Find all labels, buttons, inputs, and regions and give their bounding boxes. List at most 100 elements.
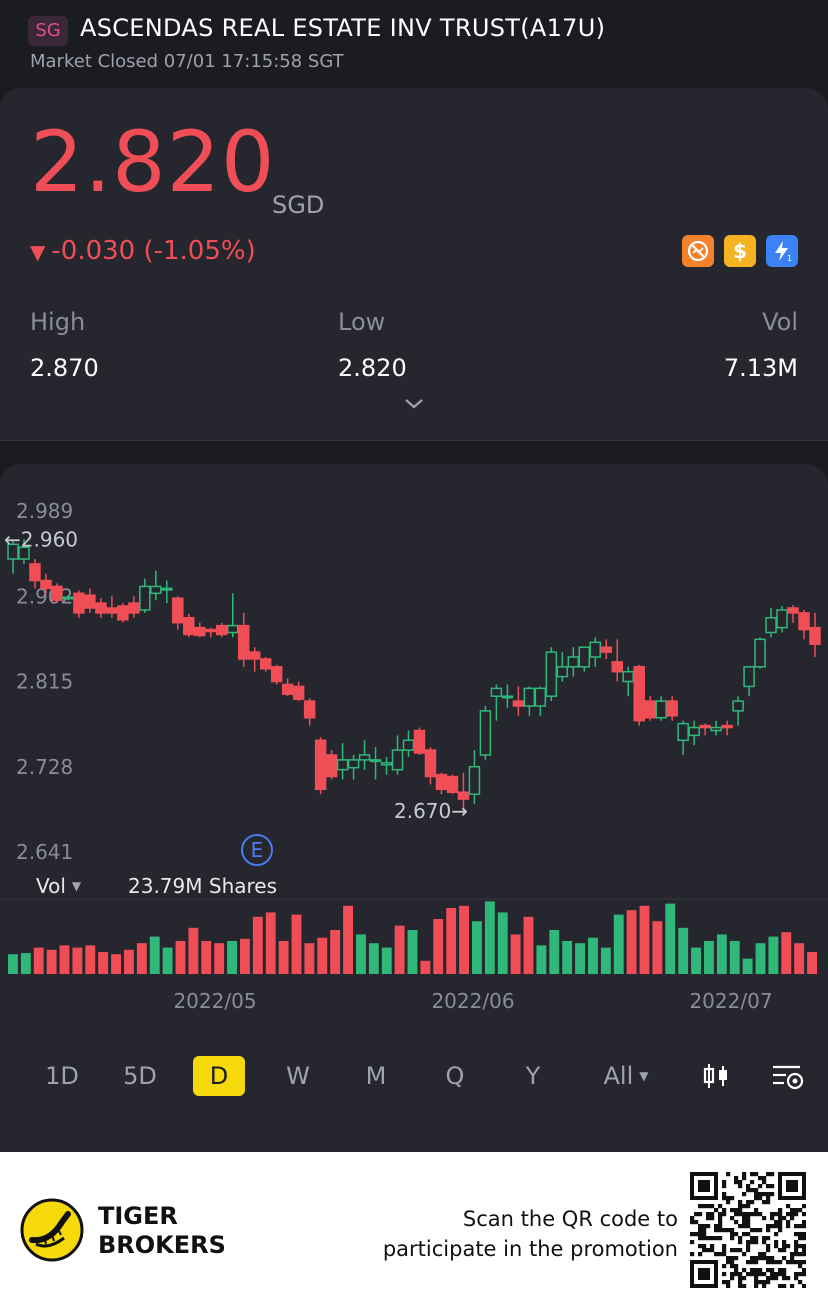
- y-tick-label: 2.728: [16, 755, 73, 779]
- qr-code[interactable]: [690, 1172, 806, 1288]
- volume-bar: [317, 937, 328, 974]
- x-tick-label: 2022/05: [173, 989, 256, 1013]
- volume-bar: [98, 952, 109, 974]
- candle: [29, 559, 41, 589]
- volume-bar: [214, 943, 225, 974]
- candle: [534, 686, 547, 716]
- candle: [600, 639, 613, 659]
- period-5d[interactable]: 5D: [123, 1062, 157, 1090]
- volume-bar: [510, 934, 521, 974]
- volume-bar: [626, 910, 637, 974]
- volume-bar: [807, 952, 817, 974]
- tiger-brokers-logo: [20, 1198, 84, 1266]
- candle: [468, 750, 481, 804]
- volume-bar: [162, 947, 173, 974]
- volume-bar: [459, 905, 469, 974]
- app-header: SG ASCENDAS REAL ESTATE INV TRUST(A17U) …: [0, 0, 828, 88]
- volume-bar: [330, 930, 341, 974]
- volume-bar: [613, 914, 624, 974]
- period-m[interactable]: M: [365, 1062, 387, 1090]
- volume-bar: [446, 908, 457, 974]
- candle: [183, 613, 195, 638]
- promo-line-1: Scan the QR code to: [462, 1207, 678, 1231]
- candle: [106, 596, 118, 618]
- chart-settings-icon[interactable]: [770, 1056, 806, 1100]
- period-all[interactable]: All ▼: [590, 1056, 662, 1096]
- candle: [62, 595, 74, 601]
- period-y[interactable]: Y: [525, 1062, 541, 1090]
- candle: [622, 666, 634, 697]
- candlestick-icon[interactable]: [700, 1056, 732, 1100]
- candle: [611, 639, 623, 682]
- market-status: Market Closed 07/01 17:15:58 SGT: [30, 51, 344, 72]
- volume-bar: [59, 945, 70, 974]
- candle: [644, 696, 656, 721]
- x-tick-label: 2022/07: [689, 989, 772, 1013]
- volume-bar: [188, 927, 199, 974]
- candle: [798, 609, 810, 640]
- volume-bar: [420, 960, 431, 974]
- volume-bar: [562, 941, 573, 974]
- candle: [589, 637, 602, 667]
- candle: [578, 646, 591, 672]
- earnings-event-marker[interactable]: E: [241, 834, 273, 866]
- dollar-icon[interactable]: $: [724, 235, 756, 267]
- period-w[interactable]: W: [286, 1062, 310, 1090]
- volume-bar: [781, 932, 792, 974]
- volume-bar: [381, 947, 392, 974]
- candle: [248, 647, 261, 672]
- earnings-event-label: E: [251, 838, 264, 862]
- high-value: 2.870: [30, 354, 99, 382]
- volume-bar: [691, 947, 701, 974]
- volume-bar: [755, 943, 766, 974]
- no-short-icon[interactable]: [682, 235, 714, 267]
- volume-bar: [227, 941, 237, 974]
- candle: [314, 737, 327, 795]
- candle: [721, 720, 733, 736]
- y-tick-label: 2.815: [16, 670, 73, 694]
- candle: [281, 678, 294, 697]
- quote-card: 2.820 SGD ▼ -0.030 (-1.05%) $ 1 High 2.87…: [0, 88, 828, 441]
- candle: [710, 720, 722, 736]
- lightning-icon[interactable]: 1: [766, 235, 798, 267]
- volume-bar: [20, 953, 31, 974]
- expand-chevron-icon[interactable]: [402, 396, 426, 416]
- period-q[interactable]: Q: [445, 1062, 465, 1090]
- candle: [237, 612, 250, 667]
- candle: [51, 583, 63, 604]
- volume-bar: [575, 943, 585, 974]
- candle: [512, 686, 525, 716]
- candle: [732, 696, 744, 726]
- candle: [699, 723, 711, 736]
- y-tick-label: 2.641: [16, 840, 73, 864]
- low-price-marker: 2.670→: [394, 799, 468, 823]
- promo-text: Scan the QR code to participate in the p…: [383, 1204, 678, 1264]
- candle: [303, 698, 316, 726]
- brand-name: TIGER BROKERS: [98, 1202, 226, 1260]
- volume-bar: [742, 958, 753, 974]
- volume-bar: [794, 943, 805, 974]
- volume-selector[interactable]: Vol ▼: [36, 874, 81, 898]
- candle: [523, 686, 536, 716]
- promo-footer: TIGER BROKERS Scan the QR code to partic…: [0, 1152, 828, 1310]
- period-1d[interactable]: 1D: [45, 1062, 79, 1090]
- down-triangle-icon: ▼: [30, 240, 46, 264]
- volume-label: Vol: [36, 874, 66, 898]
- candle: [666, 696, 678, 721]
- volume-bar: [149, 936, 160, 974]
- period-d[interactable]: D: [193, 1056, 245, 1096]
- candle: [270, 664, 283, 685]
- candle: [380, 756, 393, 775]
- x-tick-label: 2022/06: [431, 989, 514, 1013]
- volume-bar: [124, 949, 134, 974]
- change-value: -0.030 (-1.05%): [51, 236, 256, 266]
- svg-text:1: 1: [787, 254, 792, 263]
- candle: [139, 578, 151, 613]
- candle: [688, 720, 700, 746]
- candle: [95, 598, 107, 618]
- volume-bar: [136, 943, 147, 974]
- vol-value: 7.13M: [723, 354, 798, 382]
- period-selector: 1D 5D D W M Q Y All ▼: [0, 1050, 828, 1102]
- candle: [205, 627, 217, 638]
